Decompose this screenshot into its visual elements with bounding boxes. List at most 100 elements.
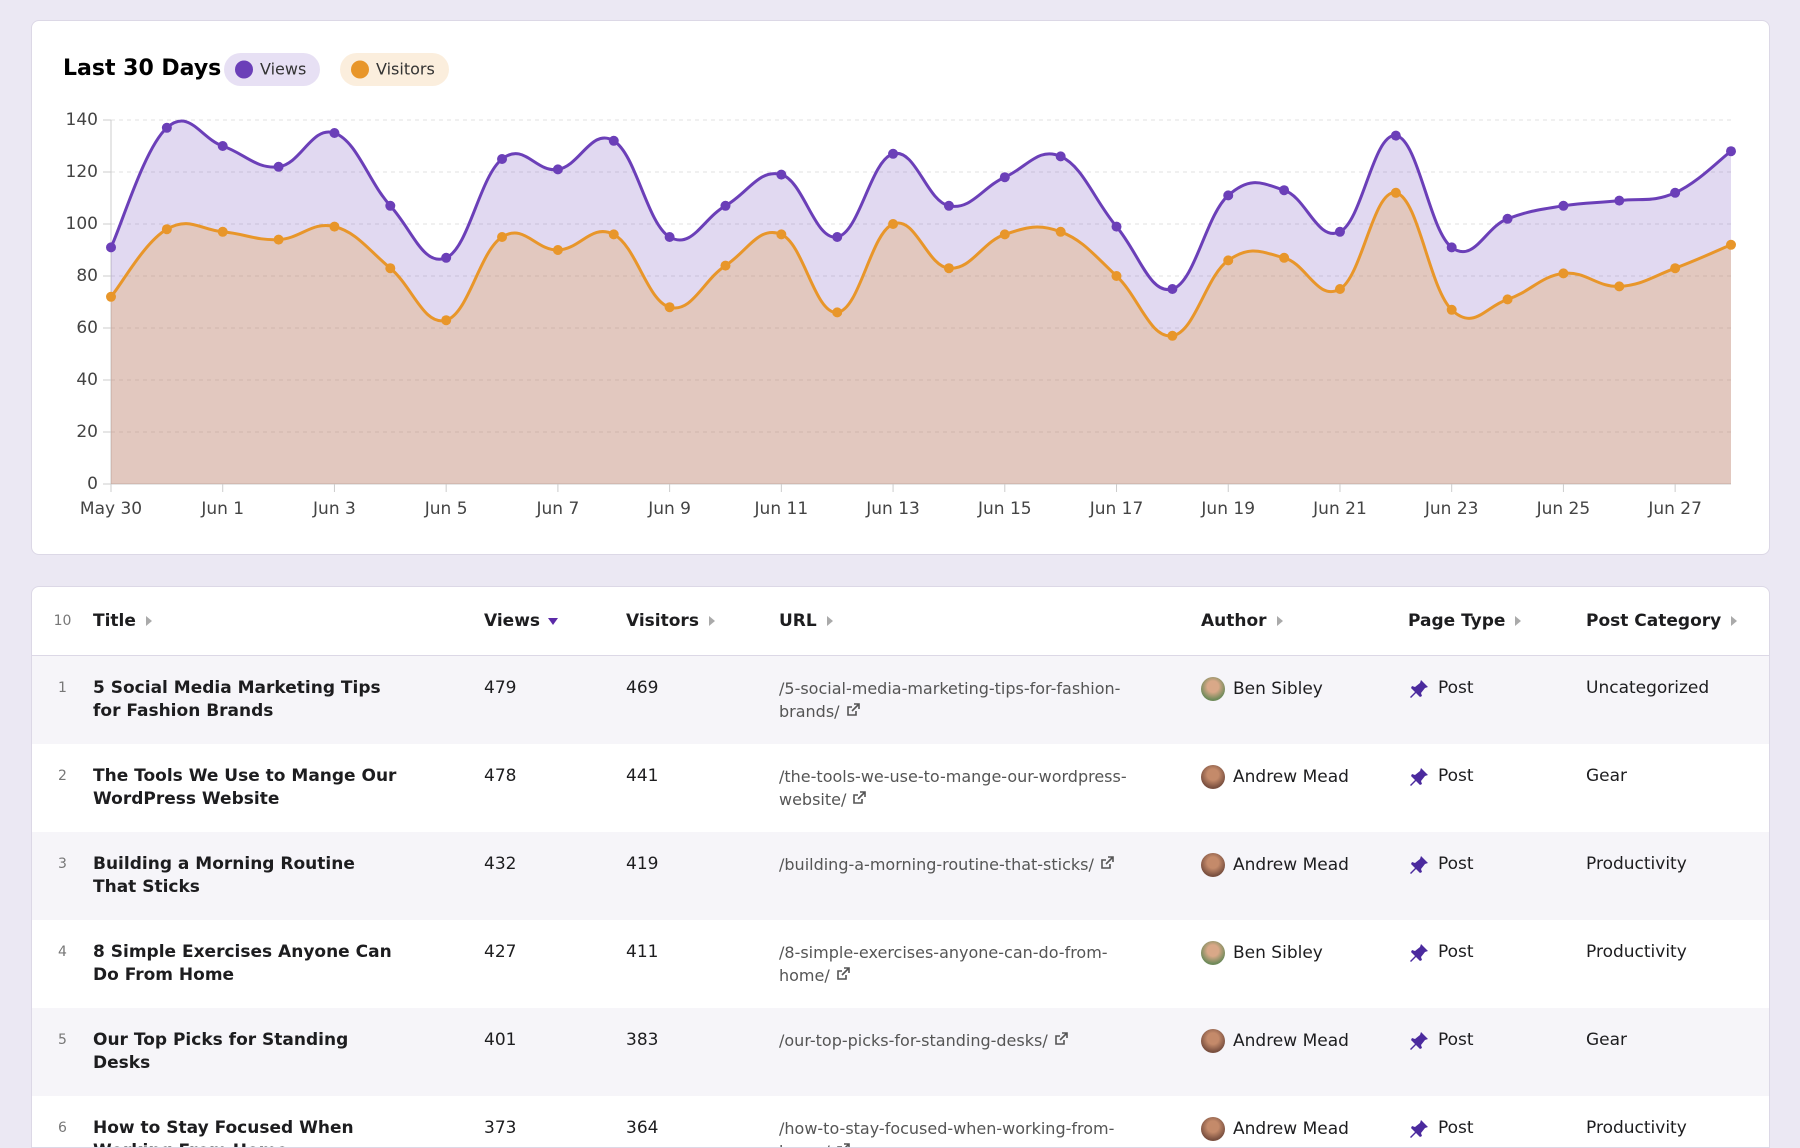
- author: Andrew Mead: [1201, 765, 1408, 789]
- point: [1446, 304, 1457, 315]
- post-title[interactable]: How to Stay Focused When Working From Ho…: [93, 1118, 354, 1147]
- post-title[interactable]: The Tools We Use to Mange Our WordPress …: [93, 766, 397, 809]
- point: [385, 200, 396, 211]
- line: [109, 119, 1732, 292]
- page-type-label: Post: [1438, 1118, 1474, 1138]
- url-text[interactable]: /8-simple-exercises-anyone-can-do-from-h…: [779, 943, 1108, 985]
- avatar: [1201, 1117, 1225, 1141]
- point: [1670, 187, 1681, 198]
- url-text[interactable]: /how-to-stay-focused-when-working-from-h…: [779, 1119, 1115, 1147]
- post-category: Gear: [1586, 1030, 1628, 1050]
- url-text[interactable]: /our-top-picks-for-standing-desks/: [779, 1031, 1048, 1050]
- y-tick-label: 40: [76, 370, 98, 390]
- chart-title: Last 30 Days: [63, 56, 221, 81]
- area: [111, 192, 1731, 484]
- external-link-icon: [1054, 1032, 1068, 1045]
- column-header[interactable]: Visitors: [626, 610, 779, 633]
- point: [161, 224, 172, 235]
- legend-label: Views: [260, 60, 306, 79]
- page-size: 10: [53, 612, 72, 629]
- rank: 5: [58, 1032, 67, 1048]
- point: [1223, 190, 1234, 201]
- point: [273, 234, 284, 245]
- column-header[interactable]: Author: [1201, 610, 1408, 633]
- point: [999, 229, 1010, 240]
- point: [888, 148, 899, 159]
- url-text[interactable]: /the-tools-we-use-to-mange-our-wordpress…: [779, 767, 1127, 809]
- external-link-icon: [836, 1143, 850, 1147]
- point: [217, 141, 228, 151]
- point: [329, 221, 340, 232]
- x-tick-label: Jun 23: [1424, 499, 1479, 519]
- legend-label: Visitors: [376, 60, 435, 79]
- column-title: Views: [484, 610, 541, 631]
- post-title[interactable]: Our Top Picks for Standing Desks: [93, 1030, 349, 1073]
- column-header[interactable]: URL: [779, 610, 1201, 633]
- x-tick-label: Jun 21: [1312, 499, 1367, 519]
- point: [1334, 284, 1345, 294]
- column-header[interactable]: Post Category: [1586, 610, 1769, 633]
- point: [441, 315, 452, 326]
- point: [1614, 281, 1625, 292]
- point: [888, 219, 899, 229]
- url: /8-simple-exercises-anyone-can-do-from-h…: [779, 941, 1129, 987]
- page-type-label: Post: [1438, 942, 1474, 962]
- post-title[interactable]: 5 Social Media Marketing Tips for Fashio…: [93, 678, 381, 721]
- column-title: Author: [1201, 610, 1267, 631]
- post-title[interactable]: 8 Simple Exercises Anyone Can Do From Ho…: [93, 942, 392, 985]
- point: [1111, 221, 1122, 232]
- table-row: 3 Building a Morning Routine That Sticks 4…: [32, 832, 1769, 920]
- url-text[interactable]: /building-a-morning-routine-that-sticks/: [779, 855, 1094, 874]
- sort-arrow: [826, 616, 833, 626]
- page-type-label: Post: [1438, 678, 1474, 698]
- url-text[interactable]: /5-social-media-marketing-tips-for-fashi…: [779, 679, 1121, 721]
- post-category: Productivity: [1586, 854, 1687, 874]
- point: [999, 172, 1010, 183]
- point: [106, 291, 116, 302]
- x-tick-label: Jun 5: [424, 499, 468, 519]
- url: /5-social-media-marketing-tips-for-fashi…: [779, 677, 1129, 723]
- pin-icon: [1410, 855, 1428, 874]
- y-tick-label: 100: [66, 214, 98, 234]
- rank: 3: [58, 856, 67, 872]
- author-name: Andrew Mead: [1233, 1030, 1349, 1051]
- author-name: Andrew Mead: [1233, 854, 1349, 875]
- author-name: Ben Sibley: [1233, 678, 1323, 699]
- page-type-label: Post: [1438, 1030, 1474, 1050]
- page-type: Post: [1408, 677, 1586, 700]
- x-tick-label: Jun 13: [865, 499, 920, 519]
- url: /how-to-stay-focused-when-working-from-h…: [779, 1117, 1129, 1147]
- chart: Last 30 Days Views Visitors 0 20 40 60 80 100 12…: [63, 53, 1736, 519]
- x-tick-label: Jun 27: [1647, 499, 1702, 519]
- column-title: Title: [93, 610, 136, 631]
- author: Andrew Mead: [1201, 1029, 1408, 1053]
- column-header[interactable]: Title: [93, 610, 484, 633]
- point: [776, 229, 787, 240]
- table-card: 10 Title Views Visitors URL Author Page Type Po…: [31, 586, 1770, 1148]
- legend-pill: [224, 53, 320, 86]
- visitors: 411: [626, 942, 659, 962]
- post-title[interactable]: Building a Morning Routine That Sticks: [93, 854, 355, 897]
- point: [1726, 146, 1736, 157]
- pin-icon: [1410, 1119, 1428, 1138]
- pin-icon: [1410, 1031, 1428, 1050]
- y-tick-label: 140: [66, 110, 98, 130]
- author: Ben Sibley: [1201, 677, 1408, 701]
- column-header[interactable]: Views: [484, 610, 626, 633]
- point: [385, 263, 396, 274]
- table-body: 1 5 Social Media Marketing Tips for Fashi…: [32, 656, 1769, 1147]
- point: [943, 263, 954, 274]
- point: [217, 226, 228, 237]
- point: [106, 242, 116, 253]
- sort-arrow: [1276, 616, 1283, 626]
- legend-swatch: [235, 60, 253, 79]
- views: 401: [484, 1030, 517, 1050]
- page-type: Post: [1408, 1029, 1586, 1052]
- url: /our-top-picks-for-standing-desks/: [779, 1029, 1129, 1052]
- y-tick-label: 80: [76, 266, 98, 286]
- point: [608, 229, 619, 240]
- chart-card: Last 30 Days Views Visitors 0 20 40 60 80 100 12…: [31, 20, 1770, 555]
- legend-item: Views: [224, 53, 320, 86]
- column-header[interactable]: Page Type: [1408, 610, 1586, 633]
- external-link-icon: [846, 703, 860, 716]
